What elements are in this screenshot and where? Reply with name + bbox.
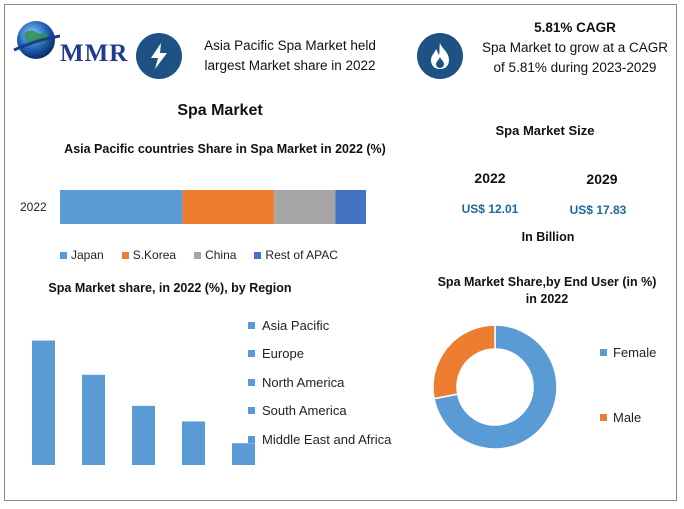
bar-middle-east-and-africa <box>232 443 255 465</box>
main-title: Spa Market <box>177 102 263 119</box>
chart-2-legend: Asia Pacific Europe North America South … <box>248 311 408 454</box>
bar-europe <box>82 374 105 465</box>
legend-label: Middle East and Africa <box>262 431 392 447</box>
region-bar-chart <box>32 340 255 465</box>
legend-item-europe: Europe <box>248 340 408 369</box>
logo: MMR <box>12 16 136 72</box>
outer-frame <box>4 4 677 501</box>
legend-label: South America <box>262 403 347 419</box>
legend-label: Male <box>613 410 642 425</box>
market-size-year-2029: 2029 <box>586 171 618 187</box>
stacked-bar-chart <box>60 190 366 224</box>
logo-text: MMR <box>60 40 129 67</box>
legend-item-skorea: S.Korea <box>121 248 177 262</box>
legend-item-rest-of-apac: Rest of APAC <box>254 248 338 262</box>
lightning-icon <box>136 33 182 79</box>
chart-2-title: Spa Market share, in 2022 (%), by Region <box>48 281 292 295</box>
market-size-unit: In Billion <box>521 230 575 244</box>
legend-item-asia-pacific: Asia Pacific <box>248 311 408 340</box>
legend-item-china: China <box>194 248 236 262</box>
legend-item-north-america: North America <box>248 368 408 397</box>
legend-label: Asia Pacific <box>262 317 330 333</box>
legend-swatch <box>248 407 255 415</box>
stacked-segment-s-korea <box>182 190 275 224</box>
legend-swatch <box>121 251 129 259</box>
legend-item-male: Male <box>600 410 641 425</box>
legend-swatch <box>248 350 255 358</box>
legend-item-south-america: South America <box>248 397 408 426</box>
highlight-2-line-1: Spa Market to grow at a CAGR <box>481 40 669 55</box>
legend-swatch <box>194 251 202 259</box>
legend-item-japan: Japan <box>60 248 104 262</box>
highlight-2-text: 5.81% CAGR Spa Market to grow at a CAGR … <box>478 18 672 78</box>
legend-swatch <box>60 251 67 259</box>
legend-item-female: Female <box>600 345 656 360</box>
market-size-title: Spa Market Size <box>495 123 595 138</box>
chart-1-category-label: 2022 <box>20 200 47 214</box>
flame-icon <box>417 33 463 79</box>
legend-label: Japan <box>71 248 104 262</box>
bar-south-america <box>182 421 205 465</box>
stacked-segment-china <box>274 190 336 224</box>
highlight-2-line-2: of 5.81% during 2023-2029 <box>493 60 657 75</box>
legend-label: Female <box>613 345 657 360</box>
legend-swatch <box>248 378 255 386</box>
market-size-year-2022: 2022 <box>474 170 506 186</box>
market-size-value-2029: US$ 17.83 <box>569 203 627 217</box>
legend-swatch <box>248 435 255 443</box>
stacked-segment-japan <box>60 190 183 224</box>
stacked-segment-rest-of-apac <box>335 190 366 224</box>
donut-slice-female <box>433 324 558 450</box>
legend-label: S.Korea <box>132 248 177 262</box>
end-user-donut-chart <box>432 324 558 450</box>
chart-3-title: Spa Market Share,by End User (in %) in 2… <box>437 275 657 306</box>
cagr-title: 5.81% CAGR <box>534 20 616 35</box>
chart-1-legend: Japan S.Korea China Rest of APAC <box>60 248 400 262</box>
bar-north-america <box>132 405 155 465</box>
legend-label: Europe <box>262 346 304 362</box>
legend-swatch <box>600 349 607 356</box>
legend-item-middle-east-africa: Middle East and Africa <box>248 425 408 454</box>
legend-label: North America <box>262 374 345 390</box>
legend-swatch <box>248 321 255 329</box>
donut-slice-male <box>432 324 496 400</box>
highlight-1-text: Asia Pacific Spa Market held largest Mar… <box>196 36 384 76</box>
highlight-1-line-2: largest Market share in 2022 <box>204 58 376 73</box>
highlight-1-line-1: Asia Pacific Spa Market held <box>204 38 376 53</box>
legend-label: Rest of APAC <box>265 248 338 262</box>
legend-swatch <box>600 414 607 421</box>
legend-swatch <box>254 251 262 259</box>
bar-asia-pacific <box>32 340 55 465</box>
market-size-value-2022: US$ 12.01 <box>461 202 519 216</box>
chart-1-title: Asia Pacific countries Share in Spa Mark… <box>64 142 386 156</box>
legend-label: China <box>205 248 237 262</box>
globe-icon <box>13 21 60 59</box>
